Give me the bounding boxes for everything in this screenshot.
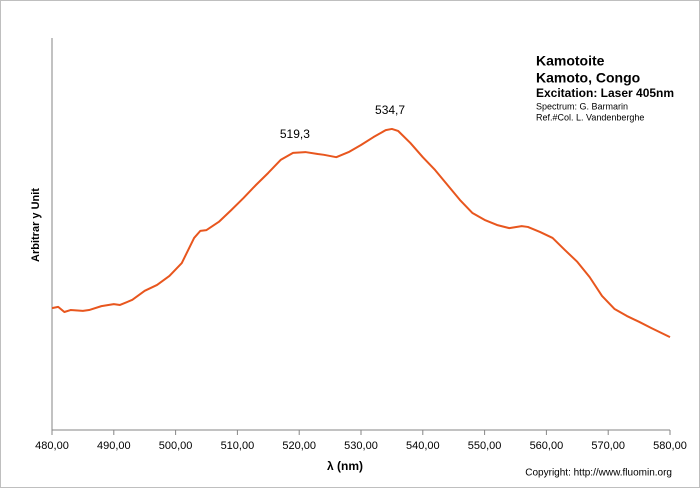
- x-tick-label: 550,00: [468, 440, 502, 452]
- x-tick-label: 480,00: [35, 440, 69, 452]
- y-axis-label: Arbitrar y Unit: [30, 188, 42, 262]
- x-tick-label: 530,00: [344, 440, 378, 452]
- peak-label: 534,7: [375, 103, 405, 117]
- peak-label: 519,3: [280, 127, 310, 141]
- x-tick-label: 510,00: [221, 440, 255, 452]
- x-tick-label: 560,00: [530, 440, 564, 452]
- x-tick-label: 520,00: [282, 440, 316, 452]
- chart-subtitle: Kamoto, Congo: [536, 70, 640, 86]
- x-axis-label: λ (nm): [327, 459, 363, 473]
- copyright: Copyright: http://www.fluomin.org: [525, 468, 672, 479]
- data-line: [51, 127, 671, 338]
- note: Ref.#Col. L. Vandenberghe: [536, 112, 644, 122]
- note: Spectrum: G. Barmarin: [536, 101, 628, 111]
- x-tick-label: 540,00: [406, 440, 440, 452]
- x-tick-label: 500,00: [159, 440, 193, 452]
- x-tick-label: 490,00: [97, 440, 131, 452]
- x-tick-label: 580,00: [653, 440, 687, 452]
- x-tick-label: 570,00: [591, 440, 625, 452]
- note: Excitation: Laser 405nm: [536, 86, 674, 100]
- chart-title: Kamotoite: [536, 53, 605, 69]
